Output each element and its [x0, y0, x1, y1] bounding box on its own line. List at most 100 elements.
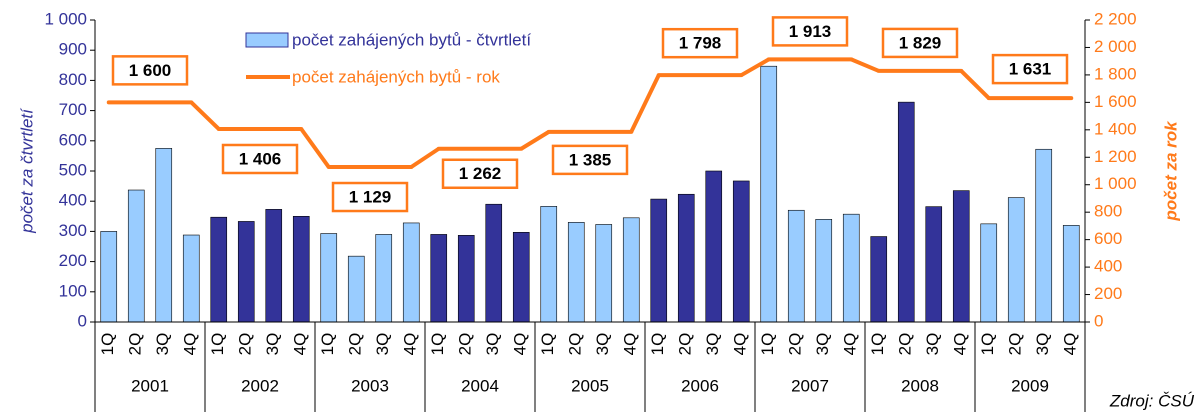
y-tick-label: 300: [59, 221, 87, 240]
bar: [1007, 197, 1025, 323]
bar: [182, 234, 200, 323]
group-label: 2001: [131, 376, 169, 395]
y2-tick-label: 400: [1094, 257, 1122, 276]
bar: [485, 203, 503, 323]
legend-label: počet zahájených bytů - rok: [292, 67, 500, 86]
y2-tick-label: 1 200: [1094, 147, 1137, 166]
group-label: 2005: [571, 376, 609, 395]
group-label: 2004: [461, 376, 499, 395]
x-tick-label: 3Q: [703, 333, 722, 356]
x-tick-label: 3Q: [263, 333, 282, 356]
x-tick-label: 4Q: [951, 333, 970, 356]
y2-tick-label: 1 400: [1094, 119, 1137, 138]
value-label: 1 913: [789, 22, 832, 41]
x-tick-label: 2Q: [676, 333, 695, 356]
bar: [732, 180, 750, 323]
line-connector: [629, 74, 661, 133]
x-tick-label: 3Q: [923, 333, 942, 356]
x-tick-label: 2Q: [786, 333, 805, 356]
bar: [760, 65, 778, 323]
value-label-box: [331, 181, 409, 213]
group-label: 2003: [351, 376, 389, 395]
y2-tick-label: 0: [1094, 311, 1103, 330]
bar: [512, 232, 530, 323]
x-tick-label: 1Q: [758, 333, 777, 356]
x-tick-label: 4Q: [621, 333, 640, 356]
value-label: 1 129: [349, 188, 392, 207]
x-tick-label: 1Q: [98, 333, 117, 356]
x-tick-label: 3Q: [153, 333, 172, 356]
x-tick-label: 4Q: [401, 333, 420, 356]
x-tick-label: 2Q: [126, 333, 145, 356]
bar: [457, 235, 475, 323]
bar: [925, 206, 943, 323]
x-tick-label: 2Q: [896, 333, 915, 356]
bar: [1062, 225, 1080, 323]
y2-tick-label: 200: [1094, 284, 1122, 303]
group-label: 2008: [901, 376, 939, 395]
x-tick-label: 4Q: [731, 333, 750, 356]
y2-tick-label: 1 600: [1094, 92, 1137, 111]
line-connector: [740, 57, 770, 77]
x-tick-label: 3Q: [813, 333, 832, 356]
bar: [237, 221, 255, 323]
y-tick-label: 800: [59, 70, 87, 89]
y2-tick-label: 2 000: [1094, 37, 1137, 56]
x-tick-label: 2Q: [346, 333, 365, 356]
x-tick-label: 3Q: [1033, 333, 1052, 356]
line-connector: [959, 69, 991, 100]
bar: [870, 236, 888, 323]
x-tick-label: 1Q: [318, 333, 337, 356]
bar: [980, 223, 998, 323]
bar: [375, 234, 393, 323]
bar: [430, 234, 448, 323]
line-connector: [299, 127, 331, 169]
y2-tick-label: 2 200: [1094, 9, 1137, 28]
bar: [677, 193, 695, 323]
bar: [292, 216, 310, 323]
value-label: 1 631: [1009, 60, 1052, 79]
bar: [842, 213, 860, 323]
bar: [320, 233, 338, 323]
y2-tick-label: 1 800: [1094, 64, 1137, 83]
value-label-box: [991, 53, 1069, 85]
bar: [155, 148, 173, 323]
y2-tick-label: 1 000: [1094, 174, 1137, 193]
bar: [567, 222, 585, 323]
y-tick-label: 100: [59, 281, 87, 300]
x-tick-label: 2Q: [566, 333, 585, 356]
bar: [952, 190, 970, 323]
y-tick-label: 200: [59, 251, 87, 270]
x-tick-label: 4Q: [511, 333, 530, 356]
x-tick-label: 2Q: [456, 333, 475, 356]
x-tick-label: 1Q: [978, 333, 997, 356]
x-tick-label: 2Q: [1006, 333, 1025, 356]
value-label-box: [881, 27, 959, 59]
group-label: 2006: [681, 376, 719, 395]
y-tick-label: 400: [59, 191, 87, 210]
x-tick-label: 3Q: [483, 333, 502, 356]
bar: [402, 222, 420, 323]
bar: [540, 206, 558, 323]
value-label: 1 262: [459, 164, 502, 183]
source: Zdroj: ČSÚ: [1109, 391, 1195, 410]
x-tick-label: 1Q: [428, 333, 447, 356]
x-tick-label: 4Q: [181, 333, 200, 356]
bar: [595, 224, 613, 323]
bar: [347, 255, 365, 323]
value-label: 1 829: [899, 33, 942, 52]
bar: [265, 209, 283, 323]
bar: [622, 217, 640, 323]
value-label: 1 406: [239, 149, 282, 168]
x-tick-label: 3Q: [373, 333, 392, 356]
value-label-box: [771, 16, 849, 47]
x-tick-label: 1Q: [538, 333, 557, 356]
bar: [127, 189, 145, 323]
x-tick-label: 4Q: [841, 333, 860, 356]
bar: [100, 231, 118, 323]
x-tick-label: 1Q: [208, 333, 227, 356]
legend-label: počet zahájených bytů - čtvrtletí: [292, 30, 531, 49]
group-label: 2007: [791, 376, 829, 395]
x-tick-label: 1Q: [648, 333, 667, 356]
